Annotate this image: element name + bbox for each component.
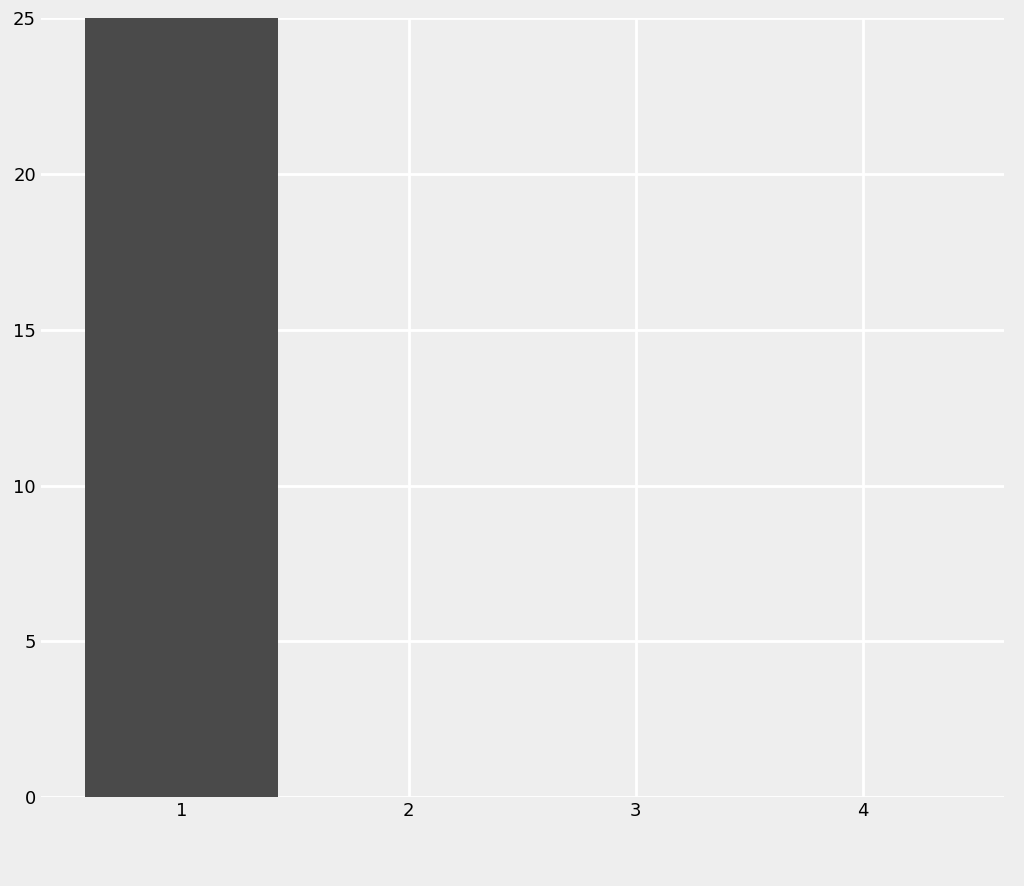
Bar [85, 18, 278, 797]
